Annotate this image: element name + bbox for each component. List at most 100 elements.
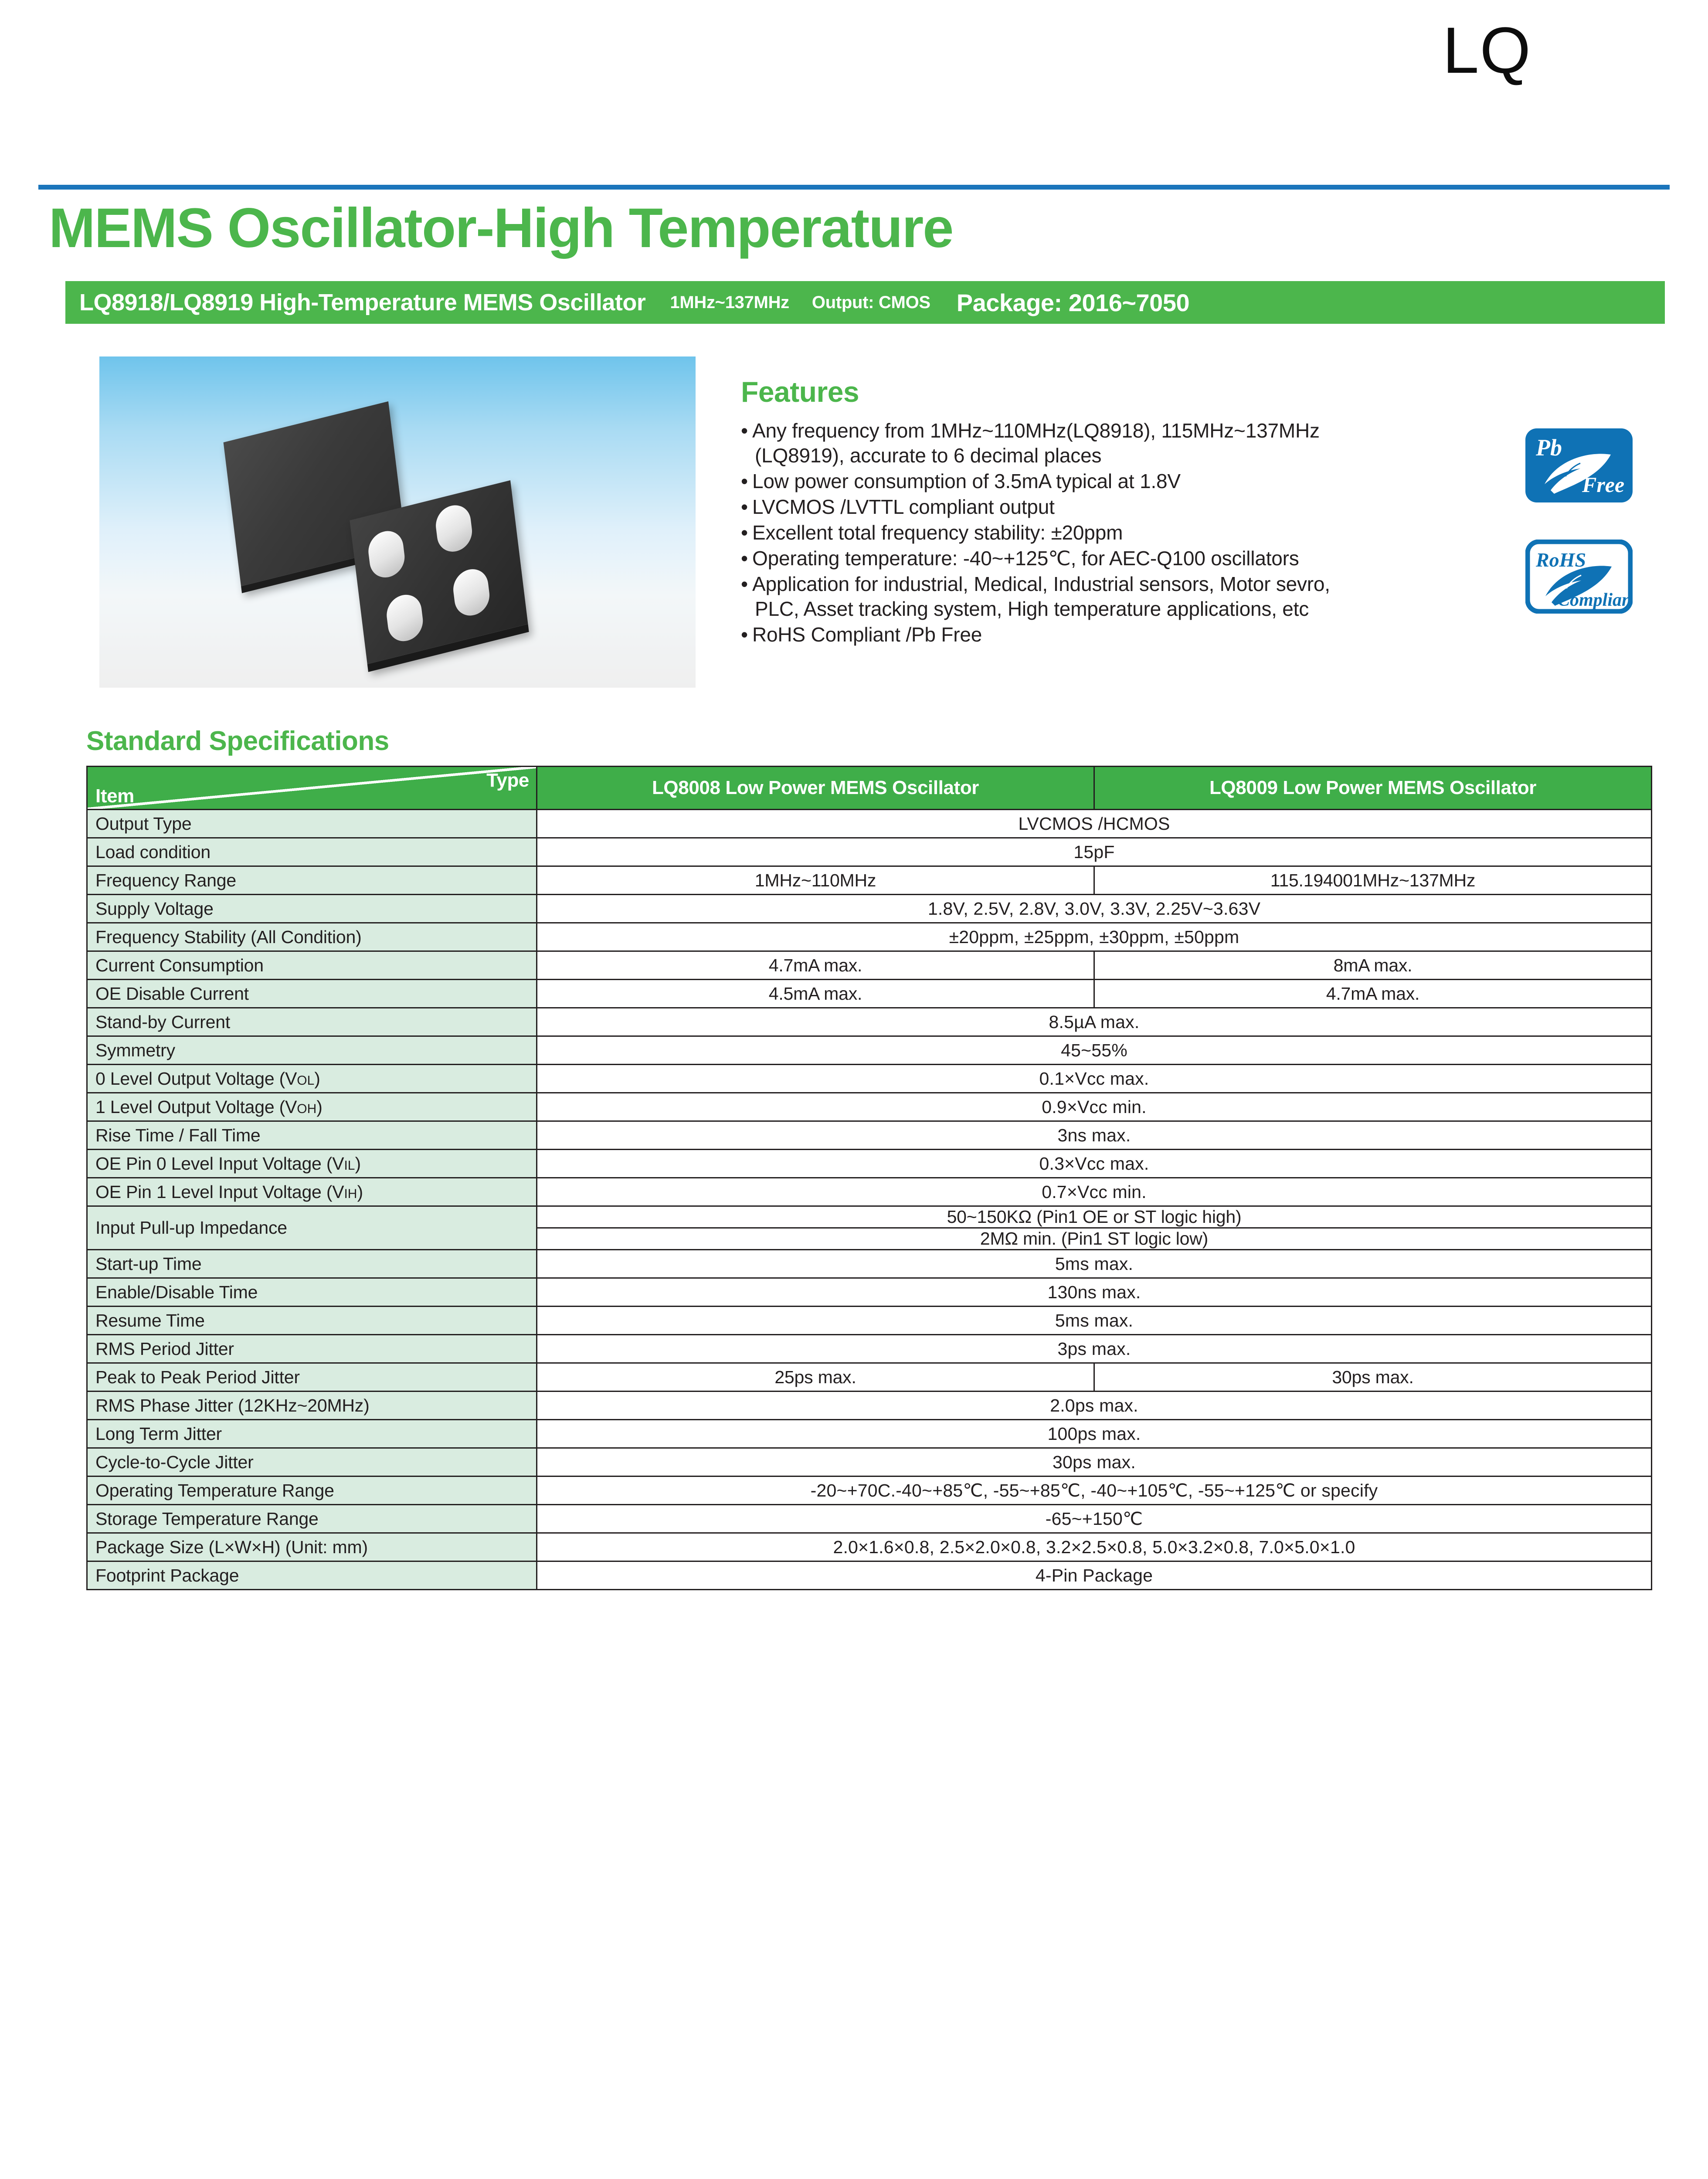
feature-text-continued: PLC, Asset tracking system, High tempera… (755, 597, 1309, 620)
subscript: OL (297, 1073, 315, 1088)
solder-pad (384, 591, 425, 645)
table-row: 2MΩ min. (Pin1 ST logic low) (87, 1227, 1652, 1250)
table-row: Enable/Disable Time 130ns max. (86, 1277, 1652, 1307)
table-row: Rise Time / Fall Time 3ns max. (86, 1120, 1652, 1150)
spec-item-label: RMS Phase Jitter (12KHz~20MHz) (86, 1391, 537, 1420)
spec-item-label: OE Pin 1 Level Input Voltage (VIH) (86, 1177, 537, 1207)
solder-pad (451, 565, 492, 620)
table-header-row: Type Item LQ8008 Low Power MEMS Oscillat… (86, 766, 1652, 810)
bullet-icon: • (741, 623, 748, 646)
spec-value: 0.1×Vcc max. (536, 1064, 1652, 1093)
spec-value: 0.3×Vcc max. (536, 1149, 1652, 1178)
product-banner: LQ8918/LQ8919 High-Temperature MEMS Osci… (65, 281, 1665, 324)
header-col-lq8008: LQ8008 Low Power MEMS Oscillator (536, 766, 1095, 810)
spec-value: 30ps max. (536, 1447, 1652, 1477)
subscript: IH (344, 1186, 357, 1201)
table-row: Storage Temperature Range -65~+150℃ (86, 1504, 1652, 1534)
banner-output: Output: CMOS (812, 292, 930, 312)
spec-value: 45~55% (536, 1035, 1652, 1065)
table-row: Frequency Stability (All Condition) ±20pp… (86, 922, 1652, 952)
feature-item: • Any frequency from 1MHz~110MHz(LQ8918),… (741, 418, 1508, 468)
feature-item: • Low power consumption of 3.5mA typical … (741, 469, 1508, 494)
header-corner-cell: Type Item (86, 766, 537, 810)
svg-text:Compliant: Compliant (1558, 590, 1633, 610)
spec-item-label: Peak to Peak Period Jitter (86, 1362, 537, 1392)
spec-value: 5ms max. (536, 1249, 1652, 1279)
spec-item-label: Enable/Disable Time (86, 1277, 537, 1307)
spec-item-label: Resume Time (86, 1306, 537, 1335)
spec-value: 130ns max. (536, 1277, 1652, 1307)
standard-specifications-table: Type Item LQ8008 Low Power MEMS Oscillat… (86, 766, 1652, 1590)
spec-value: 15pF (536, 837, 1652, 867)
spec-item-label: Start-up Time (86, 1249, 537, 1279)
bullet-icon: • (741, 496, 748, 518)
spec-item-label: Frequency Range (86, 865, 537, 895)
spec-item-label: 1 Level Output Voltage (VOH) (86, 1092, 537, 1122)
spec-item-label: OE Pin 0 Level Input Voltage (VIL) (86, 1149, 537, 1178)
feature-item: • RoHS Compliant /Pb Free (741, 622, 1508, 647)
spec-value-lq8009: 115.194001MHz~137MHz (1093, 865, 1652, 895)
table-row: Start-up Time 5ms max. (86, 1249, 1652, 1279)
spec-value-lq8008: 4.5mA max. (536, 979, 1095, 1008)
feature-text: Operating temperature: -40~+125℃, for AE… (752, 547, 1299, 570)
bullet-icon: • (741, 470, 748, 492)
spec-value: 3ps max. (536, 1334, 1652, 1364)
table-row: Stand-by Current 8.5µA max. (86, 1007, 1652, 1037)
feature-text: Application for industrial, Medical, Ind… (752, 573, 1330, 595)
svg-text:RoHS: RoHS (1535, 549, 1586, 571)
diagonal-divider-icon (88, 767, 536, 809)
solder-pad (434, 501, 474, 556)
spec-item-label: Rise Time / Fall Time (86, 1120, 537, 1150)
feature-text: Any frequency from 1MHz~110MHz(LQ8918), … (752, 419, 1320, 442)
spec-item-label: Symmetry (86, 1035, 537, 1065)
spec-item-label: Frequency Stability (All Condition) (86, 922, 537, 952)
banner-product-line: LQ8918/LQ8919 High-Temperature MEMS Osci… (79, 289, 646, 316)
table-row: Peak to Peak Period Jitter 25ps max. 30ps … (86, 1362, 1652, 1392)
bullet-icon: • (741, 419, 748, 442)
table-row: Cycle-to-Cycle Jitter 30ps max. (86, 1447, 1652, 1477)
table-row: Symmetry 45~55% (86, 1035, 1652, 1065)
spec-value: 5ms max. (536, 1306, 1652, 1335)
subscript: IL (344, 1158, 355, 1173)
spec-value-lq8009: 8mA max. (1093, 950, 1652, 980)
feature-text: RoHS Compliant /Pb Free (752, 623, 982, 646)
banner-frequency: 1MHz~137MHz (670, 292, 789, 312)
spec-item-label: Current Consumption (86, 950, 537, 980)
spec-item-label: Package Size (L×W×H) (Unit: mm) (86, 1532, 537, 1562)
table-row: RMS Period Jitter 3ps max. (86, 1334, 1652, 1364)
table-row: Resume Time 5ms max. (86, 1306, 1652, 1335)
page-title: MEMS Oscillator-High Temperature (49, 197, 954, 259)
spec-value: 1.8V, 2.5V, 2.8V, 3.0V, 3.3V, 2.25V~3.63… (536, 894, 1652, 923)
table-row: RMS Phase Jitter (12KHz~20MHz) 2.0ps max. (86, 1391, 1652, 1420)
spec-item-label: Stand-by Current (86, 1007, 537, 1037)
spec-value-lq8008: 4.7mA max. (536, 950, 1095, 980)
standard-specifications-heading: Standard Specifications (86, 726, 389, 756)
header-col-lq8009: LQ8009 Low Power MEMS Oscillator (1093, 766, 1652, 810)
table-row: 0 Level Output Voltage (VOL) 0.1×Vcc max. (86, 1064, 1652, 1093)
spec-item-label: RMS Period Jitter (86, 1334, 537, 1364)
spec-value: -65~+150℃ (536, 1504, 1652, 1534)
top-divider-rule (38, 185, 1670, 190)
feature-item: • Excellent total frequency stability: ±2… (741, 520, 1508, 545)
spec-value-lq8008: 25ps max. (536, 1362, 1095, 1392)
table-header: Type Item LQ8008 Low Power MEMS Oscillat… (86, 766, 1652, 810)
features-heading: Features (741, 376, 859, 408)
header-type-label: Type (486, 770, 529, 791)
spec-item-label: Output Type (86, 809, 537, 838)
spec-value-lq8009: 30ps max. (1093, 1362, 1652, 1392)
table-row: Operating Temperature Range -20~+70C.-40~… (86, 1476, 1652, 1505)
bullet-icon: • (741, 547, 748, 570)
spec-value: 2.0×1.6×0.8, 2.5×2.0×0.8, 3.2×2.5×0.8, 5… (536, 1532, 1652, 1562)
spec-item-label: Footprint Package (86, 1561, 537, 1590)
spec-value: LVCMOS /HCMOS (536, 809, 1652, 838)
features-list: • Any frequency from 1MHz~110MHz(LQ8918),… (741, 418, 1508, 648)
spec-item-label: Load condition (86, 837, 537, 867)
spec-item-label: Storage Temperature Range (86, 1504, 537, 1534)
spec-value: 0.7×Vcc min. (536, 1177, 1652, 1207)
rohs-compliant-badge: RoHS Compliant (1525, 539, 1637, 614)
product-photo (99, 356, 696, 688)
table-row: OE Disable Current 4.5mA max. 4.7mA max. (86, 979, 1652, 1008)
table-row: Load condition 15pF (86, 837, 1652, 867)
spec-item-label: Operating Temperature Range (86, 1476, 537, 1505)
table-row: Package Size (L×W×H) (Unit: mm) 2.0×1.6×0… (86, 1532, 1652, 1562)
